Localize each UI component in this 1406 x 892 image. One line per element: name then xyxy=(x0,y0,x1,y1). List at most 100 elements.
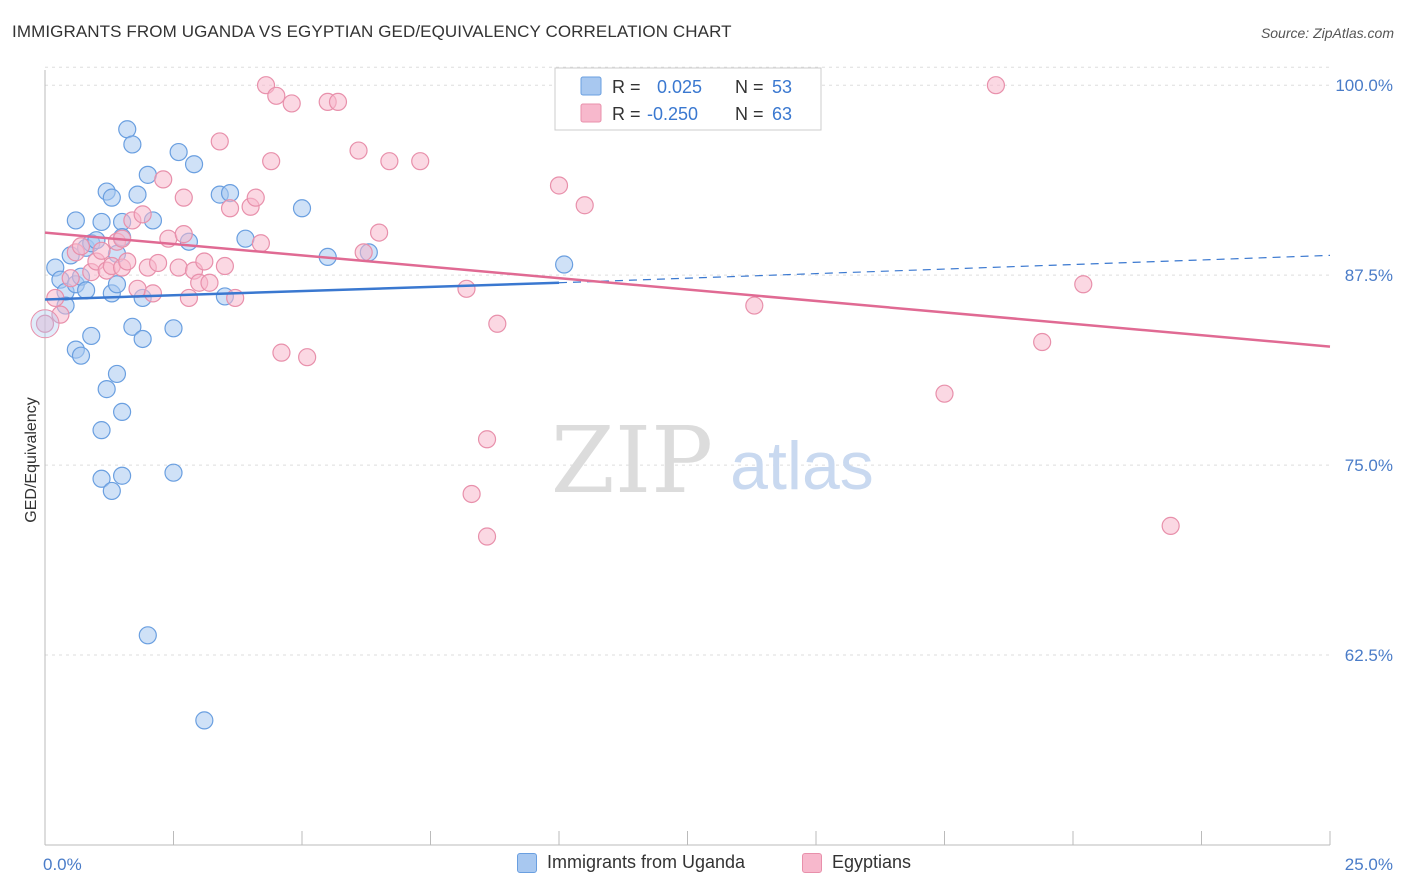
point-cluster-origin xyxy=(30,309,60,339)
stats-r-label-egypt: R = xyxy=(612,104,641,124)
point-uganda-17 xyxy=(92,469,111,488)
point-egypt-21 xyxy=(154,170,173,189)
point-egypt-5 xyxy=(71,237,91,256)
point-egypt-51 xyxy=(457,279,476,298)
y-tick-label-2: 87.5% xyxy=(1345,266,1393,285)
chart-title: IMMIGRANTS FROM UGANDA VS EGYPTIAN GED/E… xyxy=(12,22,732,41)
stats-legend: R = 0.025 N = 53 R = -0.250 N = 63 xyxy=(554,67,822,131)
legend-item-egypt[interactable]: Egyptians xyxy=(802,852,911,873)
point-egypt-52 xyxy=(462,484,481,504)
point-uganda-27 xyxy=(107,364,127,384)
point-egypt-60 xyxy=(986,76,1006,95)
point-uganda-38 xyxy=(164,463,183,482)
watermark-zip: ZIP xyxy=(551,407,713,514)
stats-legend-swatch-uganda xyxy=(580,76,602,96)
legend-swatch-egypt xyxy=(802,852,822,873)
y-axis-label: GED/Equivalency xyxy=(23,397,40,522)
point-egypt-54 xyxy=(477,430,497,449)
point-egypt-41 xyxy=(272,343,291,362)
point-egypt-17 xyxy=(133,205,152,224)
tick-labels: 62.5% 75.0% 87.5% 100.0% 0.0% 25.0% xyxy=(43,76,1393,874)
point-egypt-3 xyxy=(61,269,80,288)
point-egypt-39 xyxy=(262,152,281,171)
stats-r-label-uganda: R = xyxy=(612,77,641,97)
point-uganda-25 xyxy=(112,402,132,422)
y-tick-label-1: 75.0% xyxy=(1345,456,1393,475)
point-egypt-50 xyxy=(411,152,430,171)
point-uganda-15 xyxy=(92,212,111,232)
point-egypt-37 xyxy=(251,234,270,253)
stats-n-label-egypt: N = xyxy=(735,104,764,124)
point-egypt-62 xyxy=(1074,275,1093,294)
point-uganda-52 xyxy=(138,626,157,645)
point-egypt-32 xyxy=(215,256,234,276)
point-egypt-43 xyxy=(298,348,317,367)
x-tick-label-0: 0.0% xyxy=(43,855,82,874)
point-uganda-39 xyxy=(164,319,183,338)
point-egypt-49 xyxy=(380,152,399,171)
point-egypt-14 xyxy=(118,252,137,271)
point-egypt-23 xyxy=(169,258,188,277)
point-egypt-57 xyxy=(575,196,594,215)
point-egypt-48 xyxy=(370,223,389,242)
point-egypt-61 xyxy=(1033,332,1052,352)
point-egypt-56 xyxy=(549,176,569,195)
point-uganda-21 xyxy=(102,481,121,501)
bottom-legend: Immigrants from Uganda Egyptians xyxy=(0,852,1406,878)
point-uganda-40 xyxy=(169,142,188,162)
watermark: ZIP atlas xyxy=(551,407,874,514)
point-uganda-36 xyxy=(138,165,157,184)
point-egypt-47 xyxy=(354,243,373,262)
point-egypt-2 xyxy=(51,305,70,324)
point-egypt-8 xyxy=(92,241,111,260)
point-uganda-42 xyxy=(184,155,204,174)
trend-line-egypt xyxy=(44,231,1331,348)
point-egypt-58 xyxy=(745,296,764,315)
stats-r-value-uganda: 0.025 xyxy=(657,77,702,97)
stats-n-label-uganda: N = xyxy=(735,77,764,97)
point-uganda-7 xyxy=(66,211,85,230)
point-egypt-31 xyxy=(210,132,229,151)
point-egypt-33 xyxy=(220,199,240,218)
point-egypt-40 xyxy=(267,86,286,105)
point-egypt-16 xyxy=(128,279,147,298)
point-uganda-26 xyxy=(112,466,132,485)
point-uganda-51 xyxy=(555,255,574,274)
point-egypt-25 xyxy=(174,188,193,207)
stats-r-value-egypt: -0.250 xyxy=(647,104,698,124)
legend-label-uganda: Immigrants from Uganda xyxy=(547,852,746,872)
point-egypt-29 xyxy=(195,252,214,271)
watermark-atlas: atlas xyxy=(730,428,874,504)
point-uganda-47 xyxy=(236,229,255,248)
stats-legend-swatch-egypt xyxy=(580,103,602,123)
x-tick-label-1: 25.0% xyxy=(1345,855,1393,874)
point-egypt-19 xyxy=(143,284,163,303)
point-egypt-0 xyxy=(35,314,55,333)
point-egypt-45 xyxy=(328,92,348,112)
trend-line-uganda-extension xyxy=(558,254,1331,284)
point-egypt-53 xyxy=(477,527,497,546)
point-uganda-46 xyxy=(220,183,240,203)
point-egypt-59 xyxy=(935,384,954,403)
point-uganda-28 xyxy=(107,275,127,294)
y-tick-label-0: 62.5% xyxy=(1345,646,1393,665)
point-uganda-35 xyxy=(133,329,152,349)
axes xyxy=(44,70,1331,846)
point-uganda-8 xyxy=(71,346,91,365)
trend-line-uganda xyxy=(44,281,560,301)
stats-n-value-egypt: 63 xyxy=(772,104,792,124)
point-uganda-10 xyxy=(77,281,96,300)
legend-swatch-uganda xyxy=(517,852,537,873)
point-uganda-13 xyxy=(82,326,101,346)
point-egypt-63 xyxy=(1161,516,1180,535)
point-uganda-18 xyxy=(97,380,116,399)
legend-item-uganda[interactable]: Immigrants from Uganda xyxy=(517,852,745,873)
point-egypt-46 xyxy=(349,141,368,160)
series-uganda-points xyxy=(46,120,574,730)
trend-lines xyxy=(44,231,1331,348)
point-uganda-43 xyxy=(195,711,214,730)
point-egypt-20 xyxy=(148,253,168,273)
point-egypt-26 xyxy=(179,288,199,308)
point-uganda-20 xyxy=(102,188,121,207)
